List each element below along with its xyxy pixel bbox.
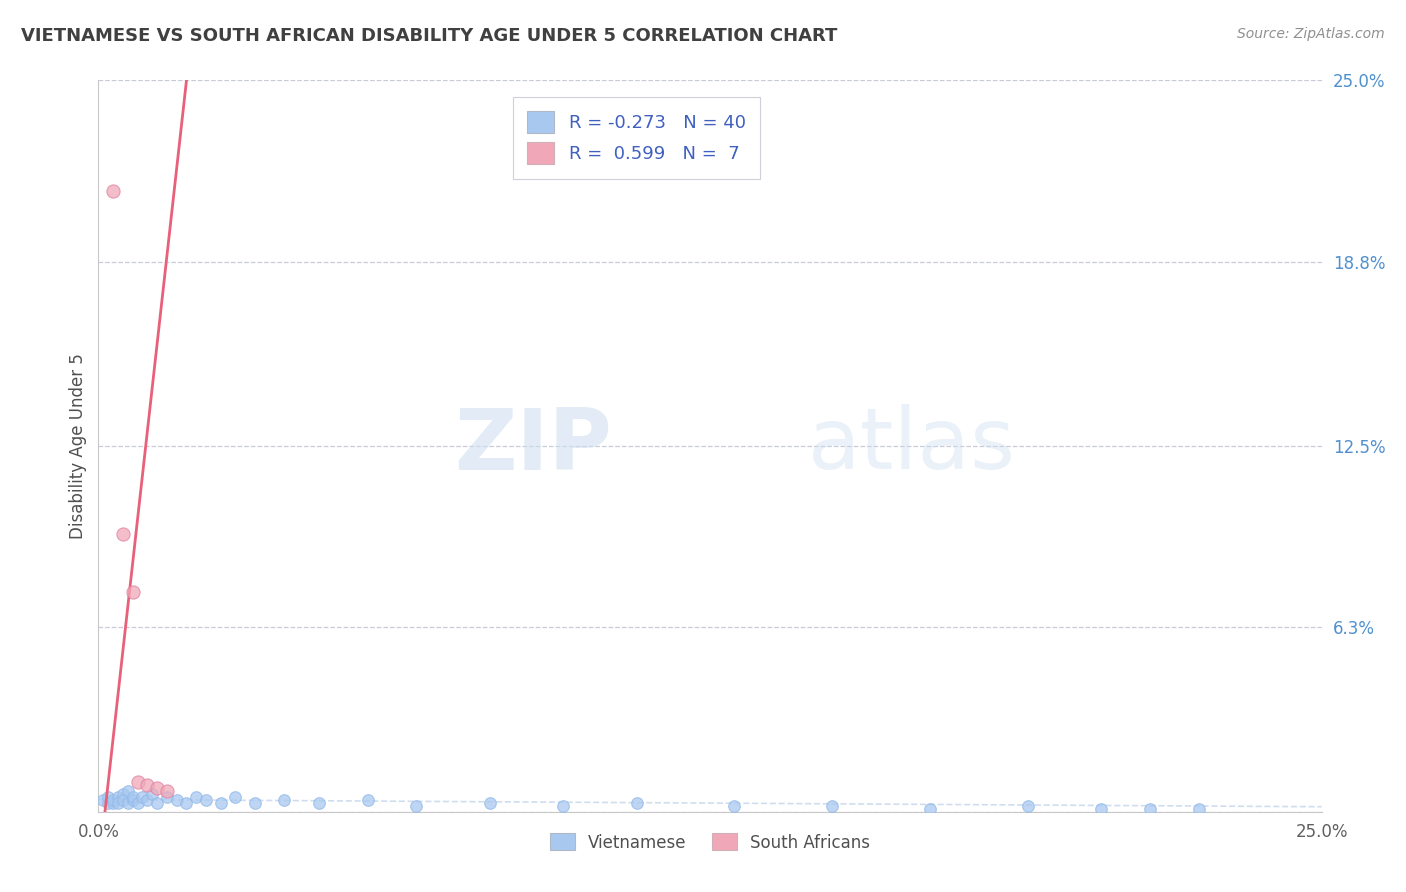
- Point: [478, 796, 501, 810]
- Point: [186, 790, 208, 805]
- Point: [405, 798, 427, 813]
- Point: [91, 793, 114, 807]
- Point: [243, 796, 266, 810]
- Text: Source: ZipAtlas.com: Source: ZipAtlas.com: [1237, 27, 1385, 41]
- Point: [111, 526, 134, 541]
- Point: [156, 784, 179, 798]
- Point: [723, 798, 745, 813]
- Point: [121, 585, 143, 599]
- Point: [117, 796, 139, 810]
- Point: [101, 796, 124, 810]
- Point: [111, 793, 134, 807]
- Point: [127, 796, 149, 810]
- Point: [121, 790, 143, 805]
- Point: [111, 787, 134, 801]
- Point: [97, 790, 120, 805]
- Legend: Vietnamese, South Africans: Vietnamese, South Africans: [543, 827, 877, 858]
- Point: [166, 793, 188, 807]
- Point: [273, 793, 295, 807]
- Text: atlas: atlas: [808, 404, 1017, 488]
- Point: [1090, 802, 1112, 816]
- Y-axis label: Disability Age Under 5: Disability Age Under 5: [69, 353, 87, 539]
- Point: [136, 778, 159, 792]
- Point: [127, 775, 149, 789]
- Point: [209, 796, 232, 810]
- Point: [136, 793, 159, 807]
- Point: [1017, 798, 1039, 813]
- Point: [131, 790, 153, 805]
- Point: [101, 185, 124, 199]
- Point: [1139, 802, 1161, 816]
- Point: [553, 798, 575, 813]
- Point: [117, 784, 139, 798]
- Point: [97, 796, 120, 810]
- Point: [146, 796, 169, 810]
- Point: [821, 798, 844, 813]
- Text: VIETNAMESE VS SOUTH AFRICAN DISABILITY AGE UNDER 5 CORRELATION CHART: VIETNAMESE VS SOUTH AFRICAN DISABILITY A…: [21, 27, 838, 45]
- Text: ZIP: ZIP: [454, 404, 612, 488]
- Point: [920, 802, 942, 816]
- Point: [308, 796, 330, 810]
- Point: [121, 793, 143, 807]
- Point: [101, 793, 124, 807]
- Point: [195, 793, 218, 807]
- Point: [176, 796, 198, 810]
- Point: [1188, 802, 1211, 816]
- Point: [146, 781, 169, 796]
- Point: [141, 787, 163, 801]
- Point: [626, 796, 648, 810]
- Point: [107, 796, 129, 810]
- Point: [156, 790, 179, 805]
- Point: [107, 790, 129, 805]
- Point: [356, 793, 378, 807]
- Point: [224, 790, 246, 805]
